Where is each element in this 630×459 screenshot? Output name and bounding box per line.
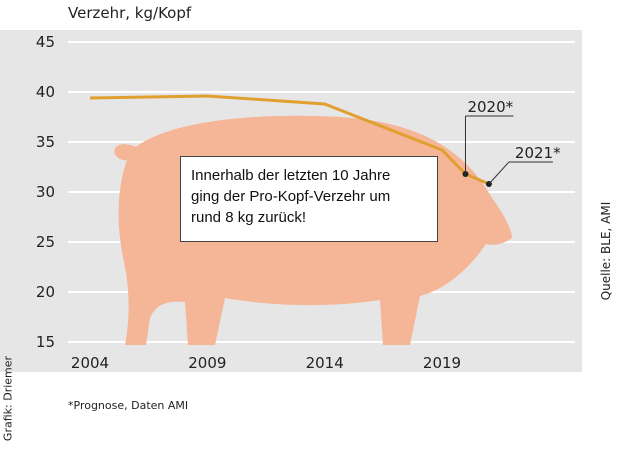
year-annotations: 2020* 2021* <box>464 98 561 185</box>
callout-line-1: Innerhalb der letzten 10 Jahre <box>191 167 391 184</box>
annotation-label: 2021* <box>515 144 561 162</box>
y-axis-label: Verzehr, kg/Kopf <box>68 4 192 22</box>
footnote: *Prognose, Daten AMI <box>68 399 188 412</box>
y-tick-label: 30 <box>36 183 55 201</box>
x-tick-label: 2009 <box>188 354 226 372</box>
callout-line-2: ging der Pro-Kopf-Verzehr um <box>191 188 391 205</box>
credit-label: Grafik: Driemer <box>1 355 15 442</box>
y-axis: 15 20 25 30 35 40 45 <box>36 33 55 351</box>
source-label: Quelle: BLE, AMI <box>599 201 613 301</box>
y-tick-label: 45 <box>36 33 55 51</box>
y-tick-label: 25 <box>36 233 55 251</box>
x-tick-label: 2014 <box>306 354 344 372</box>
callout-line-3: rund 8 kg zurück! <box>191 209 307 226</box>
y-tick-label: 15 <box>36 333 55 351</box>
series-line <box>89 94 490 186</box>
y-tick-label: 40 <box>36 83 55 101</box>
callout-box: Innerhalb der letzten 10 Jahre ging der … <box>180 156 438 242</box>
y-tick-label: 35 <box>36 133 55 151</box>
y-tick-label: 20 <box>36 283 55 301</box>
x-axis: 2004 2009 2014 2019 <box>71 354 461 372</box>
x-tick-label: 2004 <box>71 354 109 372</box>
annotation-label: 2020* <box>467 98 513 116</box>
annotation-leader <box>488 161 510 185</box>
x-tick-label: 2019 <box>423 354 461 372</box>
